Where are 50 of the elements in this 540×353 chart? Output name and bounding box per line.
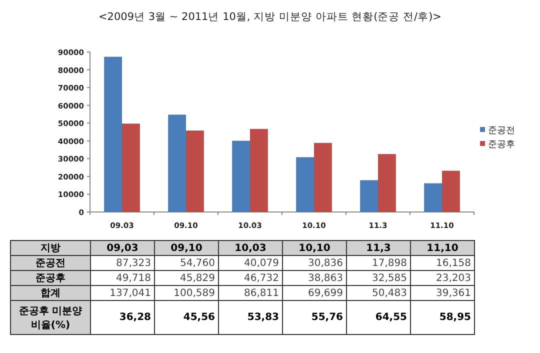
text: 10,03 — [218, 240, 282, 256]
bar — [186, 130, 204, 212]
text: 55,76 — [282, 300, 346, 334]
data-label: 30,836 — [282, 256, 346, 270]
text: 50,483 — [346, 286, 410, 300]
text: 137,041 — [90, 286, 154, 300]
text: 11,10 — [410, 240, 474, 256]
data-label: 17,898 — [346, 256, 410, 270]
legend-label: 준공후 — [488, 140, 515, 150]
bar — [296, 157, 314, 212]
text: 69,699 — [282, 286, 346, 300]
data-label: 46,732 — [218, 270, 282, 286]
bar — [424, 183, 442, 212]
data-label: 32,585 — [346, 270, 410, 286]
text: 45,56 — [154, 300, 218, 334]
data-label: 49,718 — [90, 270, 154, 286]
data-label: 45,829 — [154, 270, 218, 286]
bar — [314, 142, 332, 212]
bar — [122, 124, 140, 212]
legend-label: 준공전 — [488, 126, 515, 136]
text: 39,361 — [410, 286, 474, 300]
bar — [250, 128, 268, 212]
text: 10,10 — [282, 240, 346, 256]
bar — [360, 180, 378, 212]
data-label: 16,158 — [410, 256, 474, 270]
text: 36,28 — [90, 300, 154, 334]
text: 64,55 — [346, 300, 410, 334]
bar — [232, 140, 250, 212]
data-label: 87,323 — [90, 256, 154, 270]
text: 준공후 — [36, 273, 66, 284]
text: 100,589 — [154, 286, 218, 300]
text: 준공후 미분양 비율(%) — [10, 300, 90, 334]
bar — [378, 154, 396, 212]
data-label: 38,863 — [282, 270, 346, 286]
bar — [442, 170, 460, 212]
data-label: 54,760 — [154, 256, 218, 270]
chart-title: <2009년 3월 ~ 2011년 10월, 지방 미분양 아파트 현황(준공 전/후)> — [98, 11, 442, 23]
text: 11,3 — [346, 240, 410, 256]
text: 09,10 — [154, 240, 218, 256]
text: 53,83 — [218, 300, 282, 334]
data-label: 23,203 — [410, 270, 474, 286]
text: 준공전 — [36, 258, 66, 269]
bar — [104, 56, 122, 212]
text: 지방 — [10, 240, 90, 256]
text: 09,03 — [90, 240, 154, 256]
text: 86,811 — [218, 286, 282, 300]
text: 58,95 — [410, 300, 474, 334]
bar — [168, 114, 186, 212]
data-label: 40,079 — [218, 256, 282, 270]
text: 합계 — [10, 286, 90, 300]
